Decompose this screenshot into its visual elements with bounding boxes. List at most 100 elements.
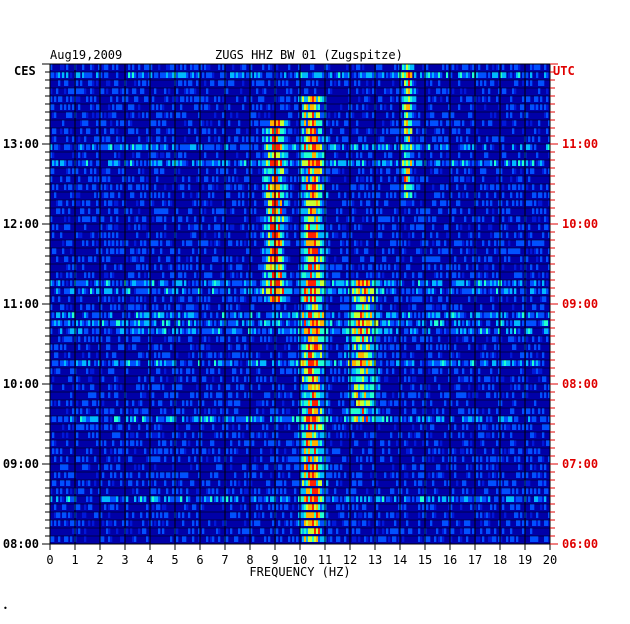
heatmap-cell	[520, 192, 523, 198]
heatmap-cell	[282, 328, 285, 334]
heatmap-cell	[304, 192, 307, 198]
heatmap-cell	[116, 136, 119, 142]
heatmap-cell	[218, 64, 221, 70]
heatmap-cell	[516, 320, 519, 326]
heatmap-cell	[404, 136, 407, 142]
heatmap-cell	[144, 288, 147, 294]
heatmap-cell	[530, 312, 533, 318]
heatmap-cell	[300, 72, 303, 78]
heatmap-cell	[194, 144, 197, 150]
heatmap-cell	[386, 360, 389, 366]
heatmap-cell	[260, 216, 263, 222]
heatmap-cell	[246, 312, 249, 318]
heatmap-cell	[430, 168, 433, 174]
heatmap-cell	[222, 360, 225, 366]
heatmap-cell	[116, 232, 119, 238]
heatmap-cell	[308, 216, 311, 222]
heatmap-cell	[300, 128, 303, 134]
heatmap-cell	[234, 72, 237, 78]
heatmap-cell	[318, 96, 321, 102]
heatmap-cell	[472, 120, 475, 126]
heatmap-cell	[536, 264, 539, 270]
heatmap-cell	[88, 320, 91, 326]
heatmap-cell	[284, 176, 287, 182]
heatmap-cell	[410, 80, 413, 86]
heatmap-cell	[318, 304, 321, 310]
heatmap-cell	[366, 320, 369, 326]
heatmap-cell	[226, 88, 229, 94]
heatmap-cell	[486, 360, 489, 366]
heatmap-cell	[218, 224, 221, 230]
heatmap-cell	[70, 328, 73, 334]
heatmap-cell	[106, 272, 109, 278]
heatmap-cell	[422, 72, 425, 78]
heatmap-cell	[422, 280, 425, 286]
heatmap-cell	[64, 320, 67, 326]
heatmap-cell	[390, 328, 393, 334]
heatmap-cell	[304, 96, 307, 102]
heatmap-cell	[442, 288, 445, 294]
heatmap-cell	[102, 232, 105, 238]
heatmap-cell	[204, 320, 207, 326]
heatmap-cell	[532, 208, 535, 214]
heatmap-cell	[412, 224, 415, 230]
heatmap-cell	[120, 168, 123, 174]
heatmap-cell	[454, 304, 457, 310]
heatmap-cell	[336, 216, 339, 222]
heatmap-cell	[352, 216, 355, 222]
heatmap-cell	[530, 320, 533, 326]
heatmap-cell	[246, 360, 249, 366]
heatmap-cell	[232, 280, 235, 286]
heatmap-cell	[276, 360, 279, 366]
heatmap-cell	[168, 192, 171, 198]
heatmap-cell	[352, 304, 355, 310]
heatmap-cell	[328, 360, 331, 366]
heatmap-cell	[226, 280, 229, 286]
heatmap-cell	[486, 184, 489, 190]
heatmap-cell	[380, 288, 383, 294]
heatmap-cell	[266, 144, 269, 150]
heatmap-cell	[318, 288, 321, 294]
heatmap-cell	[378, 272, 381, 278]
heatmap-cell	[308, 128, 311, 134]
heatmap-cell	[452, 272, 455, 278]
heatmap-cell	[190, 208, 193, 214]
heatmap-cell	[332, 184, 335, 190]
heatmap-cell	[538, 312, 541, 318]
heatmap-cell	[244, 176, 247, 182]
heatmap-cell	[306, 128, 309, 134]
heatmap-cell	[394, 224, 397, 230]
heatmap-cell	[440, 288, 443, 294]
heatmap-cell	[116, 224, 119, 230]
heatmap-cell	[414, 216, 417, 222]
heatmap-cell	[346, 120, 349, 126]
heatmap-cell	[198, 240, 201, 246]
heatmap-cell	[316, 104, 319, 110]
heatmap-cell	[246, 280, 249, 286]
heatmap-cell	[456, 200, 459, 206]
heatmap-cell	[196, 80, 199, 86]
heatmap-cell	[530, 280, 533, 286]
heatmap-cell	[270, 152, 273, 158]
heatmap-cell	[132, 88, 135, 94]
heatmap-cell	[76, 232, 79, 238]
heatmap-cell	[342, 128, 345, 134]
heatmap-cell	[316, 200, 319, 206]
heatmap-cell	[396, 256, 399, 262]
heatmap-cell	[500, 312, 503, 318]
heatmap-cell	[400, 280, 403, 286]
heatmap-cell	[204, 176, 207, 182]
heatmap-cell	[322, 256, 325, 262]
heatmap-cell	[446, 272, 449, 278]
heatmap-cell	[256, 88, 259, 94]
heatmap-cell	[132, 256, 135, 262]
heatmap-cell	[468, 280, 471, 286]
heatmap-cell	[250, 288, 253, 294]
heatmap-cell	[164, 368, 167, 374]
heatmap-cell	[236, 328, 239, 334]
heatmap-cell	[180, 304, 183, 310]
heatmap-cell	[430, 296, 433, 302]
heatmap-cell	[118, 336, 121, 342]
heatmap-cell	[56, 344, 59, 350]
heatmap-cell	[266, 200, 269, 206]
